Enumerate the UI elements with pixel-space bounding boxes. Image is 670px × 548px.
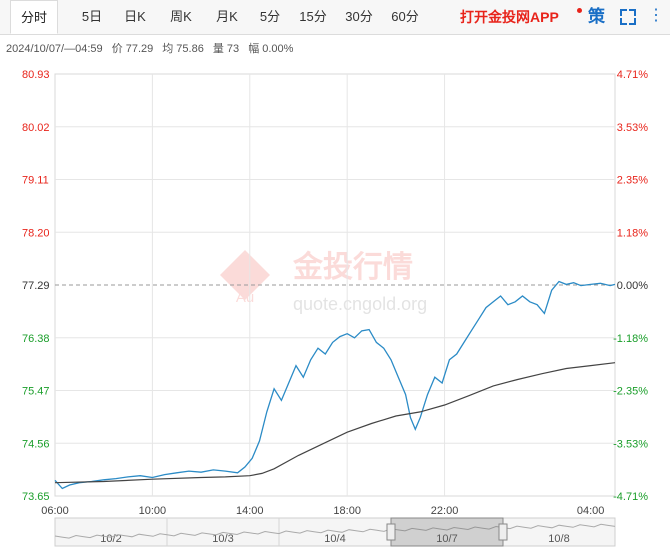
time-tick-label: 22:00 [431,505,459,517]
time-tick-label: 14:00 [236,505,264,517]
chart-grid [54,73,616,497]
chart-series [54,280,616,490]
left-tick-label: 77.29 [22,280,50,292]
chart-period-tabs: 分时 5日 日K 周K 月K 5分 15分 30分 60分 [0,0,670,35]
left-tick-label: 76.38 [22,333,50,345]
right-tick-label: 4.71% [617,69,648,81]
quote-info-bar: 2024/10/07/—04:59 价 77.29 均 75.86 量 73 幅 0.0… [6,40,299,56]
navigator-handle-left[interactable] [386,523,396,541]
notification-dot [577,8,582,13]
avg-value: 75.86 [176,43,204,55]
price-label: 价 [111,43,123,55]
volume-label: 量 [212,43,224,55]
tab-3[interactable]: 周K [170,9,192,24]
navigator-date: 10/3 [212,533,233,545]
tab-8[interactable]: 60分 [391,9,419,24]
right-tick-label: -2.35% [613,386,648,398]
right-tick-label: 0.00% [617,280,648,292]
left-price-axis: 80.93 80.02 79.11 78.20 77.29 76.38 75.47 74.56… [22,69,50,503]
left-tick-label: 73.65 [22,491,50,503]
watermark-logo-diamond [220,250,270,300]
time-tick-label: 04:00 [577,505,605,517]
tab-7[interactable]: 30分 [345,9,373,24]
time-tick-label: 06:00 [41,505,69,517]
volume-value: 73 [226,43,240,55]
left-tick-label: 80.02 [22,122,50,134]
navigator-date: 10/7 [436,533,457,545]
right-tick-label: -4.71% [613,491,648,503]
navigator-mini-line [54,523,616,539]
price-line [54,280,616,490]
datetime-value: 2024/10/07/—04:59 [6,43,103,55]
left-tick-label: 74.56 [22,438,50,450]
tab-5[interactable]: 5分 [259,9,281,24]
right-tick-label: 3.53% [617,122,648,134]
right-tick-label: 2.35% [617,175,648,187]
average-line [54,362,616,484]
avg-label: 均 [162,43,174,55]
left-tick-label: 79.11 [22,175,49,187]
left-tick-label: 75.47 [22,386,50,398]
right-tick-label: -3.53% [613,438,648,450]
open-app-link[interactable]: 打开金投网APP [460,9,559,25]
navigator-date: 10/8 [548,533,569,545]
navigator-date: 10/4 [324,533,345,545]
left-tick-label: 78.20 [22,227,50,239]
strategy-button[interactable]: 策 [588,7,605,26]
right-tick-label: 1.18% [617,227,648,239]
watermark-logo-text: Au [236,289,254,306]
navigator-track [54,517,616,547]
change-value: 0.00% [262,43,294,55]
watermark-url: quote.cngold.org [293,294,427,314]
time-tick-label: 18:00 [333,505,361,517]
tab-1[interactable]: 5日 [81,9,103,24]
navigator-selection [390,517,504,547]
time-axis: 06:00 10:00 14:00 18:00 22:00 04:00 [41,505,604,517]
more-menu-icon[interactable]: ⋮ [648,7,664,24]
fullscreen-icon[interactable] [620,9,636,25]
left-tick-label: 80.93 [22,69,50,81]
navigator-handle-right[interactable] [498,523,508,541]
tab-4[interactable]: 月K [216,9,238,24]
watermark: Au 金投行情 quote.cngold.org [220,250,427,314]
time-tick-label: 10:00 [139,505,167,517]
range-navigator[interactable]: 10/210/310/410/710/8 [54,517,616,547]
price-value: 77.29 [125,43,154,55]
watermark-title: 金投行情 [292,250,413,285]
right-tick-label: -1.18% [613,333,648,345]
change-label: 幅 [248,43,260,55]
tab-2[interactable]: 日K [124,9,146,24]
right-percent-axis: 4.71% 3.53% 2.35% 1.18% 0.00% -1.18% -2.35% -3.… [613,69,648,503]
tab-0[interactable]: 分时 [10,0,58,34]
tab-6[interactable]: 15分 [299,9,327,24]
